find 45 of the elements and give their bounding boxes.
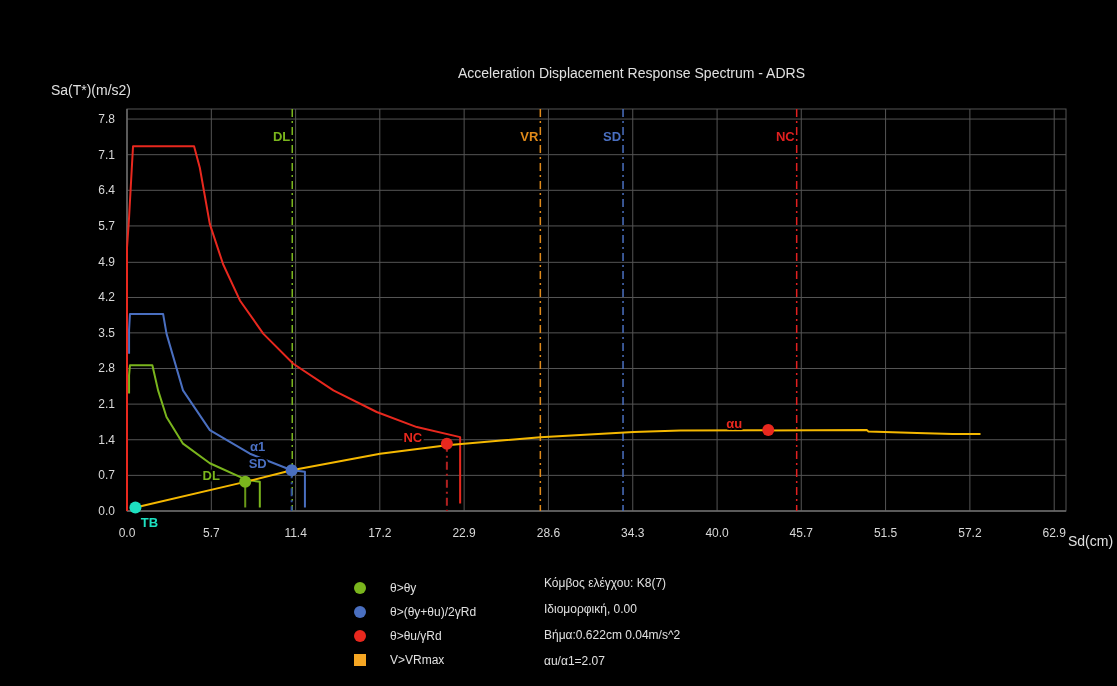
- ref-line-label: VR: [520, 129, 539, 144]
- annotation: α1: [250, 439, 266, 455]
- y-tick-label: 5.7: [98, 218, 116, 233]
- ref-line-label: SD: [602, 129, 622, 144]
- annotation: NC: [403, 429, 423, 445]
- chart-title: Acceleration Displacement Response Spectrum - ADRS: [457, 65, 806, 81]
- y-tick-label: 3.5: [98, 325, 116, 340]
- legend-label: θ>(θy+θu)/2γRd: [390, 605, 477, 619]
- x-tick-label: 28.6: [536, 526, 561, 540]
- x-tick-label: 0.0: [118, 526, 136, 540]
- x-tick-label: 17.2: [368, 526, 392, 540]
- y-tick-label: 1.4: [98, 432, 116, 447]
- x-tick-label: 57.2: [958, 526, 982, 540]
- x-tick-label: 5.7: [202, 526, 220, 540]
- y-tick-label: 6.4: [98, 183, 116, 198]
- y-tick-label: 0.0: [98, 504, 116, 518]
- text: αu/α1=2.07: [544, 654, 606, 668]
- y-tick-label: 2.1: [98, 397, 116, 412]
- x-tick-label: 22.9: [452, 526, 477, 540]
- y-tick-label: 2.8: [98, 361, 116, 376]
- y-tick-label: 4.2: [98, 290, 116, 305]
- y-axis-title: Sa(T*)(m/s2): [50, 82, 131, 98]
- y-tick-label: 7.1: [98, 147, 116, 162]
- x-tick-label: 45.7: [789, 526, 814, 540]
- ref-line-label: NC: [775, 129, 796, 144]
- x-tick-label: 11.4: [284, 526, 308, 540]
- legend-label: V>VRmax: [390, 653, 445, 667]
- ref-line-label: DL: [272, 129, 291, 144]
- x-tick-label: 34.3: [621, 526, 645, 540]
- legend-label: θ>θy: [390, 581, 417, 595]
- y-tick-label: 7.8: [98, 112, 116, 127]
- x-tick-label: 40.0: [705, 526, 730, 540]
- x-tick-label: 51.5: [873, 526, 898, 540]
- legend-label: θ>θu/γRd: [390, 629, 442, 643]
- text: Κόμβος ελέγχου: K8(7): [544, 576, 667, 590]
- text: Ιδιομορφική, 0.00: [544, 602, 638, 616]
- y-tick-label: 0.7: [98, 468, 116, 483]
- annotation: SD: [248, 456, 267, 472]
- x-tick-label: 62.9: [1042, 526, 1067, 540]
- annotation: αu: [726, 416, 743, 432]
- text: Βήμα:0.622cm 0.04m/s^2: [544, 628, 681, 642]
- annotation: TB: [140, 515, 159, 531]
- annotation: DL: [202, 467, 220, 483]
- y-tick-label: 4.9: [98, 255, 116, 270]
- x-axis-title: Sd(cm): [1068, 533, 1114, 549]
